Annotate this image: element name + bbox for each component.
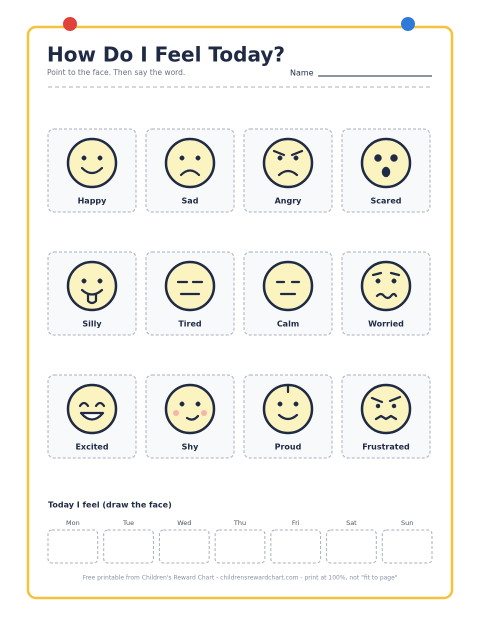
- face-feature: [80, 288, 104, 296]
- face-outline: [164, 260, 216, 312]
- face-feature: [370, 395, 402, 404]
- pin: [63, 17, 77, 31]
- face-feature: [179, 155, 201, 161]
- day-box: [158, 529, 210, 564]
- feeling-label: Sad: [182, 197, 199, 206]
- day-label: Tue: [122, 519, 134, 527]
- day-label: Fri: [292, 519, 300, 527]
- day-box: [270, 529, 322, 564]
- face-outline: [164, 383, 216, 435]
- face-feature: [173, 410, 207, 416]
- day-label: Thu: [233, 519, 246, 527]
- feeling-label: Silly: [82, 320, 102, 329]
- face-outline: [360, 383, 412, 435]
- face-feature: [179, 169, 201, 177]
- face-feature: [375, 292, 398, 300]
- face: [360, 260, 412, 312]
- face-outline: [164, 137, 216, 189]
- face: [164, 137, 216, 189]
- face: [262, 260, 314, 312]
- face-feature: [374, 414, 398, 421]
- feeling-label: Excited: [75, 443, 108, 452]
- face-outline: [66, 260, 118, 312]
- footer: Free printable from Children's Reward Ch…: [82, 575, 397, 582]
- day-box: [381, 529, 433, 564]
- feeling-label: Tired: [178, 320, 202, 329]
- day-label: Sun: [401, 519, 413, 527]
- today-title: Today I feel (draw the face): [48, 501, 172, 510]
- face-feature: [79, 411, 105, 421]
- feeling-label: Proud: [275, 443, 302, 452]
- face-feature: [277, 169, 299, 177]
- face-feature: [277, 401, 299, 407]
- face-feature: [80, 166, 104, 175]
- day-box: [47, 529, 99, 564]
- face-feature: [272, 149, 304, 157]
- face: [360, 137, 412, 189]
- face-feature: [185, 414, 200, 421]
- face-feature: [374, 154, 398, 162]
- face: [164, 383, 216, 435]
- feeling-label: Worried: [368, 320, 404, 329]
- day-label: Mon: [66, 519, 80, 527]
- subtitle: Point to the face. Then say the word.: [47, 68, 185, 77]
- face-outline: [262, 137, 314, 189]
- face-outline: [360, 137, 412, 189]
- face-feature: [277, 155, 299, 161]
- face: [262, 383, 314, 435]
- feeling-label: Happy: [78, 197, 108, 206]
- face-feature: [81, 155, 103, 161]
- feeling-label: Frustrated: [362, 443, 410, 452]
- face: [360, 383, 412, 435]
- face-outline: [262, 260, 314, 312]
- face: [262, 137, 314, 189]
- day-box: [326, 529, 377, 564]
- face-feature: [86, 293, 98, 305]
- face-feature: [381, 166, 391, 178]
- face-feature: [179, 401, 201, 407]
- face: [66, 383, 118, 435]
- day-label: Sat: [346, 519, 357, 527]
- face: [164, 260, 216, 312]
- feeling-label: Scared: [371, 197, 402, 206]
- face-feature: [78, 401, 106, 408]
- title: How Do I Feel Today?: [47, 43, 285, 67]
- face-feature: [375, 403, 397, 409]
- face-feature: [371, 271, 401, 277]
- day-box: [103, 529, 154, 564]
- face-outline: [66, 383, 118, 435]
- feeling-label: Calm: [277, 320, 299, 329]
- feeling-label: Angry: [275, 197, 303, 206]
- face-outline: [66, 137, 118, 189]
- feeling-label: Shy: [182, 443, 199, 452]
- pin: [401, 17, 415, 31]
- day-box: [214, 529, 266, 564]
- face-feature: [277, 413, 299, 421]
- face-outline: [360, 260, 412, 312]
- day-label: Wed: [177, 519, 191, 527]
- name-label: Name: [290, 69, 314, 78]
- face-feature: [81, 278, 103, 284]
- face-feature: [375, 278, 397, 284]
- face: [66, 260, 118, 312]
- face: [66, 137, 118, 189]
